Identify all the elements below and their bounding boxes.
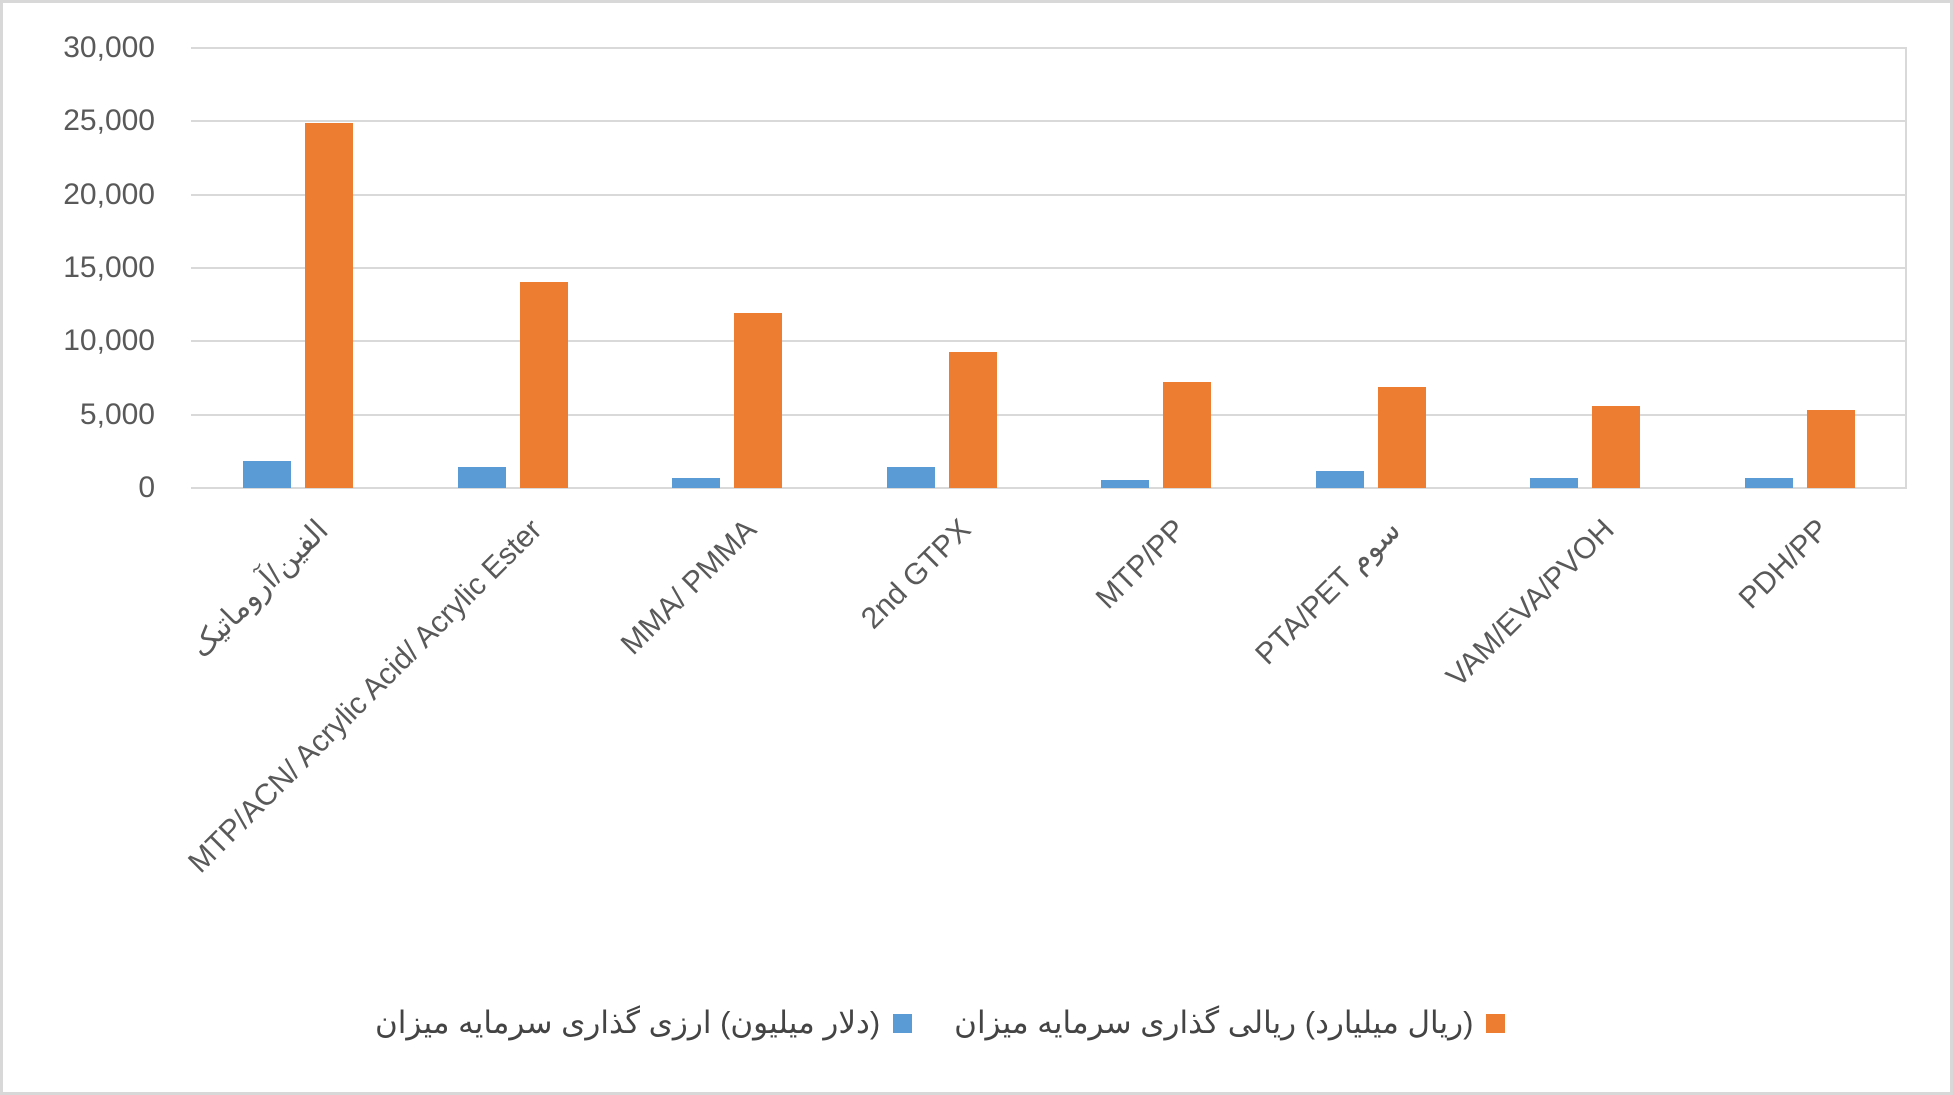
bar-usd-5 [1101,480,1150,488]
bar-rial-3 [734,313,783,488]
y-tick-label: 0 [138,471,155,504]
bar-usd-7 [1530,478,1579,488]
plot-area [191,47,1907,489]
y-tick-label: 20,000 [63,177,155,211]
legend-swatch-blue [893,1013,913,1033]
y-tick-label: 10,000 [63,324,155,358]
x-category-label-5: MTP/PP [1089,513,1192,616]
legend-entry-usd: میزان سرمایه گذاری ارزی (میلیون دلار) [375,1005,913,1041]
bar-rial-6 [1377,387,1426,488]
x-category-label-7: VAM/EVA/PVOH [1440,513,1621,694]
legend-label: میزان سرمایه گذاری ارزی (میلیون دلار) [375,1005,881,1040]
legend-label: میزان سرمایه گذاری ریالی (میلیارد ریال) [954,1005,1474,1040]
y-tick-label: 5,000 [79,397,155,431]
gridline-30,000 [191,47,1907,49]
x-category-label-4: 2nd GTPX [854,513,978,636]
bar-usd-8 [1744,478,1793,488]
bar-rial-2 [519,281,568,488]
gridline-15,000 [191,267,1907,269]
bar-usd-2 [457,467,506,488]
bar-rial-1 [305,122,354,488]
y-tick-label: 30,000 [63,31,155,64]
bar-rial-7 [1592,406,1641,488]
bar-usd-6 [1315,470,1364,488]
bar-rial-5 [1163,381,1212,488]
gridline-5,000 [191,413,1907,416]
x-category-label-6: PTA/PET سوم [1249,513,1407,672]
legend-entry-rial: میزان سرمایه گذاری ریالی (میلیارد ریال) [954,1005,1506,1041]
gridline-0 [191,487,1907,489]
y-tick-label: 15,000 [63,251,155,284]
bar-usd-3 [672,478,721,488]
x-category-label-1: الفین/آروماتیک [183,513,335,665]
gridline-25,000 [191,120,1907,123]
bar-rial-4 [948,351,997,488]
y-tick-label: 25,000 [63,104,155,138]
bar-usd-1 [243,460,292,488]
bar-rial-8 [1806,410,1855,488]
x-category-label-8: PDH/PP [1732,513,1836,616]
legend: میزان سرمایه گذاری ارزی (میلیون دلار) میز… [375,1005,1506,1041]
plot-right-border [1905,48,1907,488]
bar-usd-4 [886,466,935,488]
gridline-10,000 [191,340,1907,343]
x-category-label-3: MMA/ PMMA [614,513,763,662]
legend-swatch-orange [1486,1013,1506,1033]
x-category-label-2: MTP/ACN/ Acrylic Acid/ Acrylic Ester [181,513,549,880]
gridline-20,000 [191,193,1907,196]
